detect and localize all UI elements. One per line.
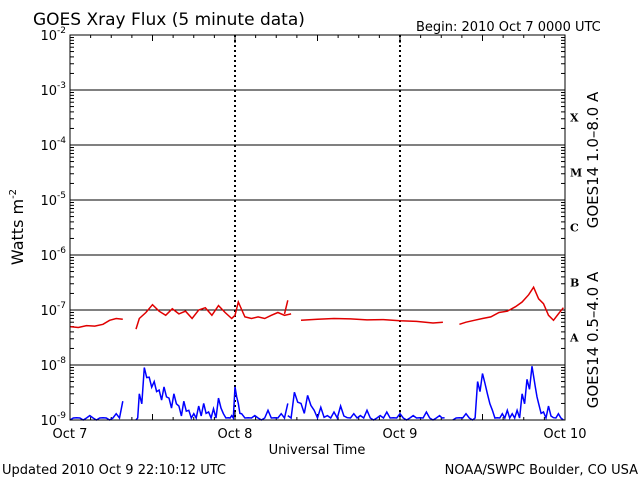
x-tick-label: Oct 10 — [543, 427, 586, 442]
series-long-channel-line — [69, 317, 123, 329]
flare-class-m: M — [570, 167, 582, 180]
x-axis-label: Universal Time — [269, 443, 366, 458]
y-tick-label: 10-4 — [40, 136, 66, 154]
y-tick-label: 10-3 — [40, 81, 66, 99]
chart-title: GOES Xray Flux (5 minute data) — [33, 10, 305, 30]
y-tick-label: 10-7 — [40, 301, 66, 319]
flare-class-x: X — [570, 112, 579, 125]
series-short-channel-line — [135, 367, 289, 421]
series-short-channel-line — [452, 366, 564, 421]
series-lines — [69, 285, 564, 421]
plot-frame — [69, 34, 566, 421]
legend-short-channel: GOES14 0.5–4.0 A — [584, 271, 602, 408]
y-tick-label: 10-6 — [40, 246, 66, 264]
y-tick-labels: 10-2 10-3 10-4 10-5 10-6 10-7 10-8 10-9 — [40, 26, 66, 429]
begin-label: Begin: 2010 Oct 7 0000 UTC — [416, 20, 601, 35]
x-tick-labels: Oct 7 Oct 8 Oct 9 Oct 10 — [53, 427, 587, 442]
y-tick-label: 10-9 — [40, 411, 66, 429]
flare-class-b: B — [570, 277, 579, 290]
y-tick-label: 10-5 — [40, 191, 66, 209]
y-axis-label: Watts m-2 — [8, 189, 27, 265]
legend-long-channel: GOES14 1.0–8.0 A — [584, 91, 602, 228]
series-short-channel-line — [287, 391, 445, 421]
x-tick-label: Oct 7 — [53, 427, 88, 442]
updated-timestamp: Updated 2010 Oct 9 22:10:12 UTC — [2, 463, 226, 478]
x-tick-label: Oct 9 — [383, 427, 418, 442]
series-long-channel-line — [135, 299, 292, 330]
flare-class-c: C — [570, 222, 579, 235]
series-long-channel-line — [459, 285, 564, 326]
series-long-channel-line — [300, 317, 443, 324]
series-long-channel-line — [283, 300, 289, 315]
credit-label: NOAA/SWPC Boulder, CO USA — [445, 463, 638, 478]
y-tick-label: 10-8 — [40, 356, 66, 374]
flare-class-labels: X M C B A — [569, 112, 582, 345]
x-tick-label: Oct 8 — [218, 427, 253, 442]
y-tick-label: 10-2 — [40, 26, 66, 44]
flare-class-a: A — [569, 332, 579, 345]
